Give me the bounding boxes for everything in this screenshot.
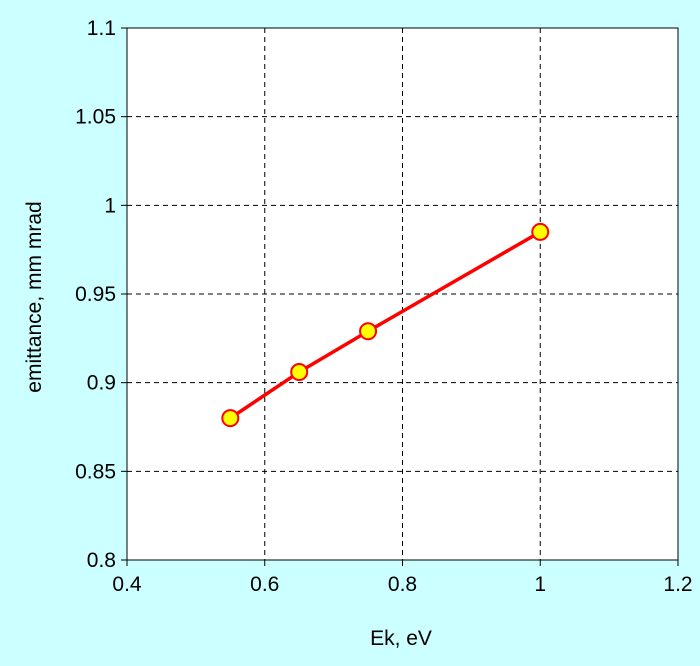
x-tick-label: 0.4 — [112, 573, 142, 596]
y-tick-label: 0.8 — [87, 549, 116, 572]
y-tick-label: 0.95 — [75, 283, 116, 306]
y-tick-label: 1.1 — [87, 17, 116, 40]
grid — [127, 28, 678, 560]
tick-labels: 0.4 0.6 0.8 1 1.2 0.8 0.85 0.9 0.95 1 1.05 1.1 — [75, 17, 692, 596]
data-point — [359, 322, 378, 341]
data-point — [221, 409, 240, 428]
y-tick-label: 0.85 — [75, 460, 116, 483]
y-tick-label: 1.05 — [75, 106, 116, 129]
series — [221, 222, 550, 428]
x-tick-label: 0.6 — [250, 573, 279, 596]
data-point — [290, 363, 309, 382]
data-point — [531, 222, 550, 241]
y-axis-label: emittance, mm mrad — [23, 201, 46, 392]
axes — [121, 27, 679, 566]
x-tick-label: 1 — [534, 573, 546, 596]
y-tick-label: 0.9 — [87, 372, 116, 395]
x-tick-label: 0.8 — [388, 573, 417, 596]
y-tick-label: 1 — [104, 194, 116, 217]
x-axis-label: Ek, eV — [370, 627, 432, 650]
series-line — [229, 230, 542, 420]
x-tick-label: 1.2 — [663, 573, 692, 596]
